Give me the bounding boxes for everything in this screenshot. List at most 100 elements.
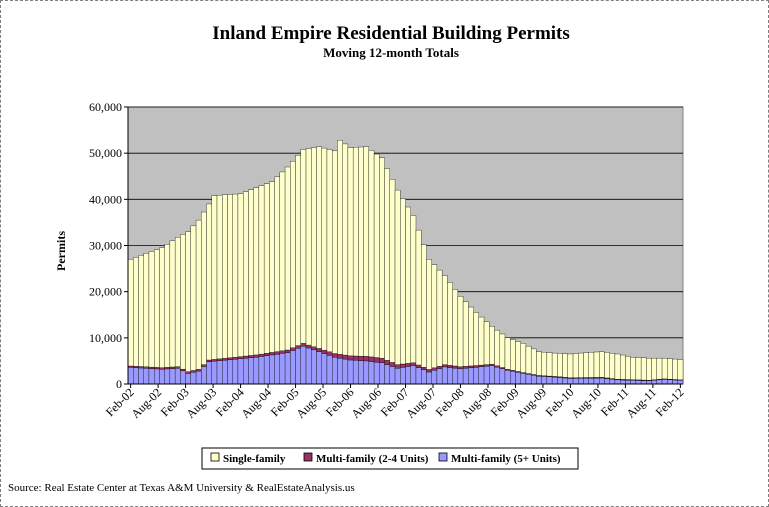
bar-single-family <box>646 357 652 381</box>
bar-multi-2-4 <box>159 367 165 370</box>
legend-label: Multi-family (2-4 Units) <box>316 453 429 465</box>
bar-single-family <box>279 171 286 351</box>
bar-multi-5plus <box>206 361 212 385</box>
chart-title: Inland Empire Residential Building Permi… <box>212 23 570 44</box>
legend-label: Multi-family (5+ Units) <box>451 453 561 465</box>
bar-single-family <box>295 155 301 346</box>
bar-single-family <box>677 359 684 381</box>
bar-single-family <box>651 357 657 380</box>
bar-multi-2-4 <box>405 363 411 367</box>
bar-multi-2-4 <box>206 359 212 363</box>
bar-multi-5plus <box>133 367 139 385</box>
bar-single-family <box>216 195 223 360</box>
bar-multi-2-4 <box>211 359 218 362</box>
bar-multi-5plus <box>332 357 338 385</box>
bar-multi-2-4 <box>384 360 390 365</box>
bar-multi-5plus <box>154 368 160 385</box>
bar-multi-5plus <box>583 378 589 385</box>
bar-single-family <box>599 351 605 378</box>
x-tick-label: Aug-09 <box>513 385 549 421</box>
bar-single-family <box>174 237 181 367</box>
bar-single-family <box>195 219 202 370</box>
bar-multi-2-4 <box>279 350 286 354</box>
bar-single-family <box>373 153 380 358</box>
chart-subtitle: Moving 12-month Totals <box>323 45 459 60</box>
bar-single-family <box>640 357 647 381</box>
bar-single-family <box>515 341 521 372</box>
bar-single-family <box>421 244 427 368</box>
bar-single-family <box>426 259 432 370</box>
bar-multi-5plus <box>473 367 479 385</box>
bar-single-family <box>316 146 322 349</box>
bar-single-family <box>462 301 469 367</box>
bar-multi-5plus <box>421 369 427 385</box>
bar-single-family <box>232 193 239 358</box>
bar-single-family <box>133 257 139 367</box>
bar-multi-5plus <box>284 352 291 385</box>
bar-single-family <box>263 183 270 354</box>
bar-single-family <box>604 352 610 379</box>
bar-multi-5plus <box>630 380 637 385</box>
bar-multi-2-4 <box>311 346 317 351</box>
bar-multi-5plus <box>379 362 385 385</box>
bar-multi-5plus <box>478 366 485 385</box>
bar-multi-2-4 <box>190 370 197 373</box>
legend-box <box>201 447 579 470</box>
bar-multi-5plus <box>237 358 244 385</box>
bar-single-family <box>551 352 558 377</box>
bar-multi-5plus <box>373 361 380 385</box>
bar-multi-5plus <box>489 365 495 385</box>
bar-multi-5plus <box>677 380 684 385</box>
bar-multi-5plus <box>578 378 584 385</box>
bar-multi-2-4 <box>347 355 354 361</box>
bar-multi-5plus <box>138 367 144 385</box>
bar-single-family <box>530 348 537 375</box>
bar-multi-5plus <box>441 366 448 385</box>
bar-single-family <box>583 352 589 378</box>
bar-single-family <box>494 329 500 367</box>
bar-single-family <box>211 195 218 360</box>
bar-multi-2-4 <box>227 357 233 360</box>
bar-multi-5plus <box>227 359 233 385</box>
bar-multi-5plus <box>593 377 600 385</box>
bar-multi-5plus <box>201 366 207 385</box>
bar-single-family <box>510 339 516 371</box>
bar-multi-5plus <box>447 367 453 385</box>
bar-single-family <box>536 351 542 376</box>
bar-single-family <box>363 146 370 357</box>
bar-multi-5plus <box>567 378 574 385</box>
y-tick-label: 40,000 <box>89 192 122 206</box>
bar-multi-2-4 <box>452 365 459 369</box>
bar-single-family <box>457 296 464 367</box>
bar-multi-5plus <box>394 368 401 385</box>
x-tick-label: Feb-12 <box>653 385 687 419</box>
bar-multi-2-4 <box>368 356 375 362</box>
bar-single-family <box>389 179 396 363</box>
bar-multi-5plus <box>180 370 186 385</box>
bar-multi-2-4 <box>352 355 359 361</box>
bar-single-family <box>300 149 307 344</box>
bar-multi-5plus <box>515 372 521 385</box>
bar-multi-2-4 <box>494 365 500 368</box>
bar-single-family <box>431 264 438 369</box>
bar-single-family <box>557 353 563 378</box>
bar-multi-5plus <box>295 348 301 385</box>
bar-single-family <box>352 147 359 357</box>
bar-multi-5plus <box>483 365 490 385</box>
bar-single-family <box>436 269 443 367</box>
bar-single-family <box>635 357 642 381</box>
bar-multi-5plus <box>546 376 553 385</box>
bar-multi-5plus <box>389 366 396 385</box>
bar-single-family <box>237 193 244 357</box>
y-tick-label: 10,000 <box>89 331 122 345</box>
bar-single-family <box>525 345 532 374</box>
bar-multi-2-4 <box>169 366 176 369</box>
bar-multi-2-4 <box>232 356 239 360</box>
bar-multi-5plus <box>457 368 464 385</box>
bar-multi-5plus <box>269 354 275 385</box>
bar-multi-2-4 <box>284 349 291 353</box>
bar-multi-2-4 <box>143 366 150 369</box>
y-tick-label: 50,000 <box>89 146 122 160</box>
bar-single-family <box>630 357 637 380</box>
